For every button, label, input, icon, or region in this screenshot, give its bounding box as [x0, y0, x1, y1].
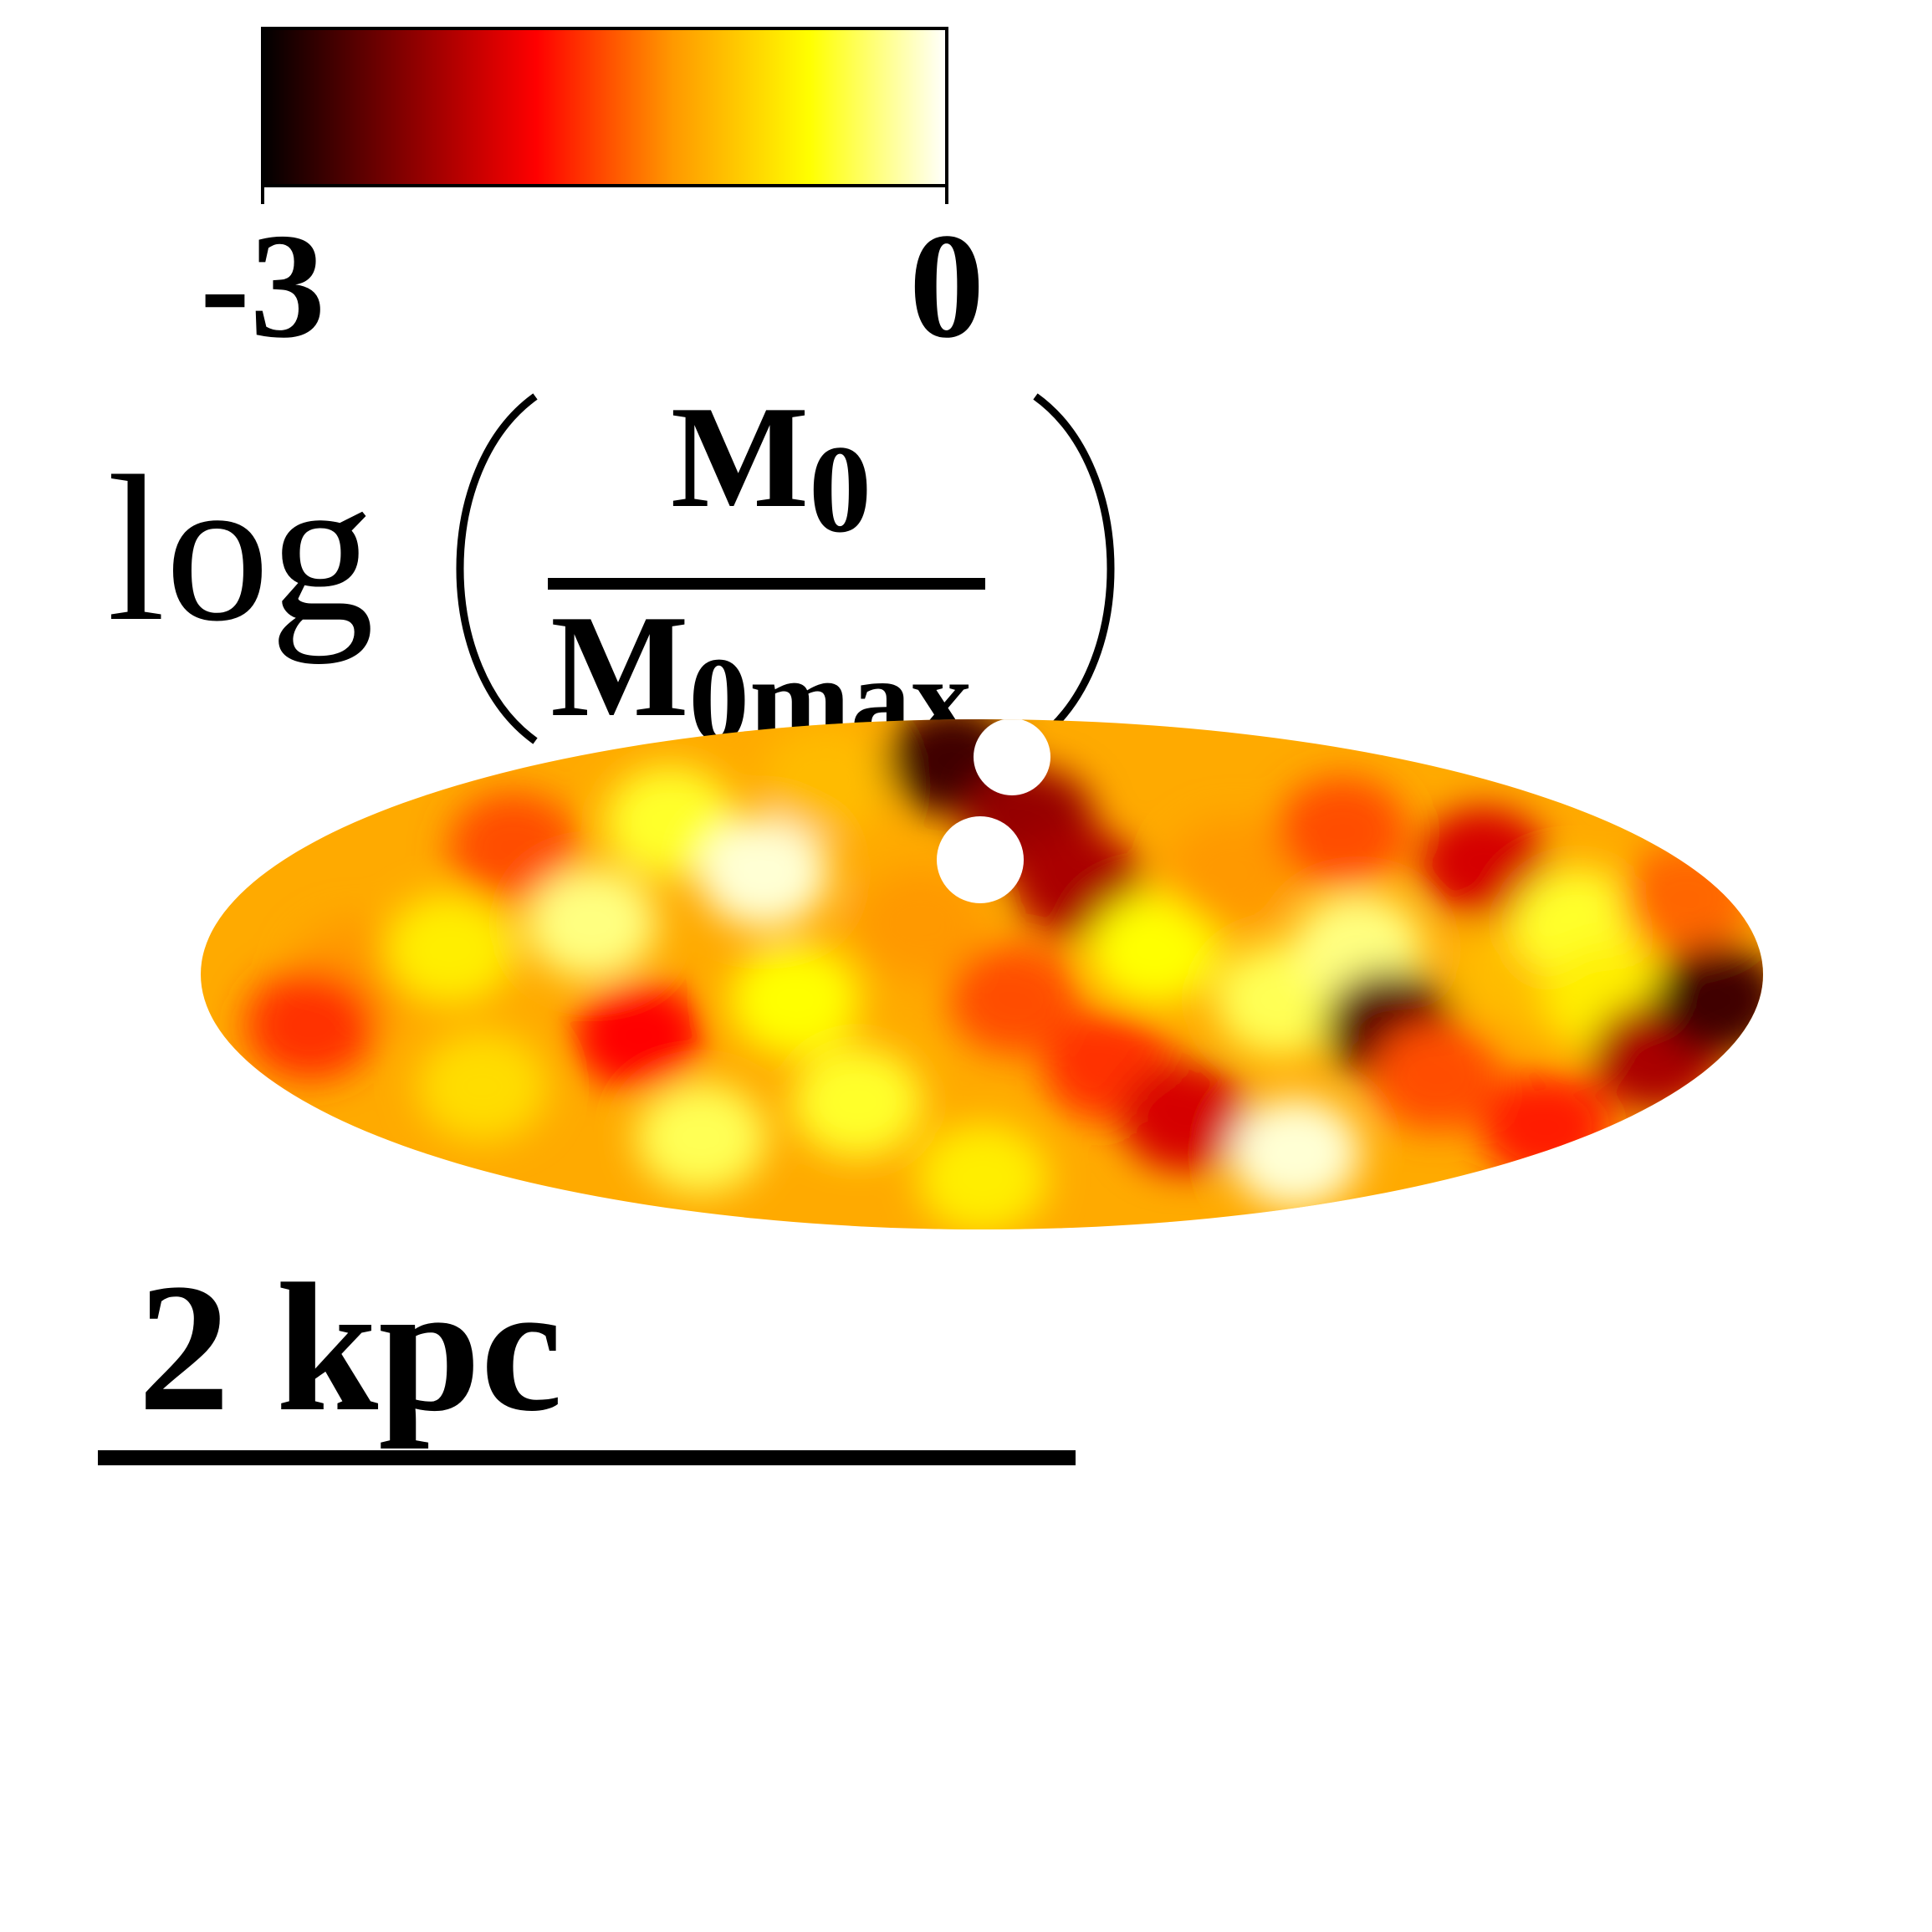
heatmap-cell: [1168, 817, 1299, 928]
heatmap-cell: [792, 1046, 923, 1158]
heatmap-cell: [1277, 776, 1408, 887]
masked-hole: [937, 816, 1024, 903]
heatmap-cell: [1621, 842, 1752, 953]
masked-hole: [974, 719, 1050, 795]
right-parenthesis: [1033, 393, 1115, 744]
heatmap-cell: [526, 868, 657, 979]
left-parenthesis: [456, 393, 538, 744]
heatmap-cell: [917, 1123, 1048, 1229]
heatmap-cell: [1371, 1021, 1502, 1132]
heatmap-cell: [761, 725, 892, 836]
scale-bar-label: 2 kpc: [138, 1245, 562, 1449]
heatmap-cell: [244, 970, 376, 1081]
heatmap-cell: [1652, 944, 1763, 1055]
colorbar: -3 0: [200, 27, 984, 369]
numerator-symbol: M: [671, 376, 809, 538]
heatmap-cell: [573, 980, 704, 1091]
colorbar-min-label: -3: [200, 202, 325, 369]
heatmap-cell: [698, 817, 830, 928]
colorbar-fill: [261, 27, 948, 187]
colorbar-max-label: 0: [909, 202, 984, 369]
denominator-symbol: M: [550, 585, 688, 747]
heatmap-cell: [729, 944, 861, 1055]
heatmap-cell: [1480, 1072, 1612, 1183]
colorbar-quantity-label: log M0 M0max: [107, 376, 1115, 767]
heatmap-blob-layer: [244, 719, 1763, 1229]
heatmap-cell: [448, 791, 579, 902]
heatmap-cell: [948, 944, 1080, 1055]
log-prefix: log: [107, 433, 374, 665]
heatmap-cell: [636, 1082, 767, 1193]
heatmap-cell: [1418, 806, 1549, 917]
heatmap-cell: [386, 893, 517, 1004]
heatmap-cell: [417, 1031, 548, 1142]
fraction-numerator: M0: [671, 376, 871, 559]
heatmap-cell: [605, 766, 735, 877]
heatmap-cell: [1230, 1097, 1361, 1209]
numerator-subscript: 0: [809, 420, 871, 559]
heatmap-disk: [201, 719, 1763, 1229]
heatmap-cell: [1121, 1061, 1252, 1173]
scale-bar: 2 kpc: [98, 1245, 1076, 1465]
heatmap-cell: [1089, 893, 1220, 1004]
heatmap-cell: [855, 868, 986, 979]
